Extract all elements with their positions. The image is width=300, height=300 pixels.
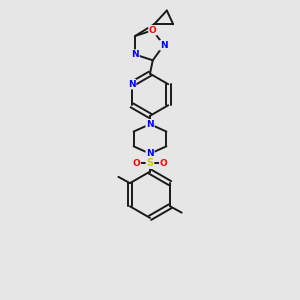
Text: N: N bbox=[146, 149, 154, 158]
Text: N: N bbox=[131, 50, 139, 59]
Text: N: N bbox=[128, 80, 136, 89]
Text: N: N bbox=[160, 41, 167, 50]
Text: S: S bbox=[146, 158, 154, 168]
Text: O: O bbox=[149, 26, 157, 35]
Text: N: N bbox=[146, 120, 154, 129]
Text: O: O bbox=[132, 159, 140, 168]
Text: O: O bbox=[160, 159, 168, 168]
